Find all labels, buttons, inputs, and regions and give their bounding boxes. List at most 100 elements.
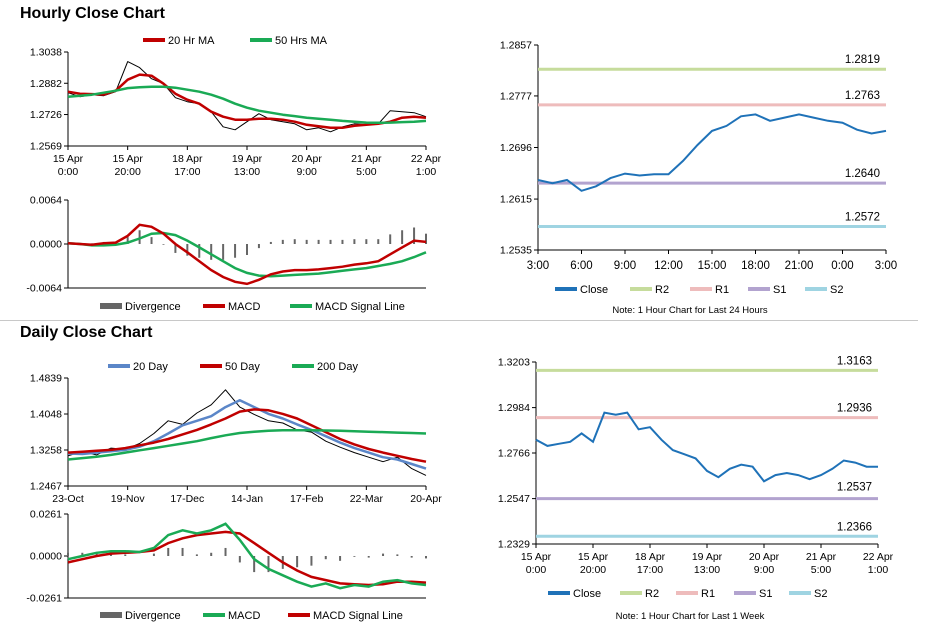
daily-pivot-note: Note: 1 Hour Chart for Last 1 Week bbox=[616, 611, 765, 622]
daily-price-x-tick-label: 14-Jan bbox=[231, 493, 263, 505]
hourly-pivot-x-tick-label: 9:00 bbox=[614, 260, 636, 272]
hourly-pivot-level-label-s1: 1.2640 bbox=[845, 168, 880, 180]
hourly-pivot-y-tick-label: 1.2535 bbox=[500, 245, 532, 257]
daily-pivot-x-tick-label: 0:00 bbox=[526, 564, 547, 576]
hourly-price-x-tick-label: 21 Apr bbox=[351, 153, 382, 165]
daily-macd-legend-divergence-swatch bbox=[100, 612, 122, 618]
hourly-price-x-tick-label: 5:00 bbox=[356, 166, 377, 178]
hourly-section-title: Hourly Close Chart bbox=[20, 5, 165, 22]
daily-macd-y-tick-label: 0.0261 bbox=[30, 509, 62, 521]
daily-price-x-tick-label: 19-Nov bbox=[111, 493, 146, 505]
hourly-pivot-legend-close-label: Close bbox=[580, 284, 608, 296]
hourly-pivot-x-tick-label: 21:00 bbox=[785, 260, 814, 272]
hourly-macd-line bbox=[67, 223, 427, 286]
hourly-pivot-x-tick-label: 18:00 bbox=[741, 260, 770, 272]
daily-pivot-x-tick-label: 17:00 bbox=[637, 564, 663, 576]
hourly-pivot-close-line bbox=[537, 113, 887, 192]
daily-pivot-legend-s2-label: S2 bbox=[814, 588, 827, 600]
daily-pivot-legend-r1-label: R1 bbox=[701, 588, 715, 600]
hourly-macd-legend-signal-label: MACD Signal Line bbox=[315, 301, 405, 313]
hourly-pivot-x-tick-label: 12:00 bbox=[654, 260, 683, 272]
daily-price-y-tick-label: 1.4048 bbox=[30, 409, 62, 421]
hourly-price-series-50-hrs-ma bbox=[67, 85, 427, 125]
hourly-pivot-x-tick-label: 0:00 bbox=[831, 260, 853, 272]
hourly-price-x-tick-label: 9:00 bbox=[296, 166, 317, 178]
hourly-price-x-tick-label: 20 Apr bbox=[291, 153, 322, 165]
daily-macd-signal-line bbox=[67, 530, 427, 587]
daily-pivot-x-tick-label: 18 Apr bbox=[635, 551, 666, 563]
section-divider bbox=[0, 320, 918, 321]
hourly-price-legend-20hr-label: 20 Hr MA bbox=[168, 35, 215, 47]
hourly-macd-signal-line bbox=[67, 231, 427, 278]
hourly-pivot-legend-s2-label: S2 bbox=[830, 284, 843, 296]
daily-price-x-tick-label: 17-Feb bbox=[290, 493, 323, 505]
hourly-price-series-20-hr-ma bbox=[67, 73, 427, 130]
daily-price-y-tick-label: 1.2467 bbox=[30, 481, 62, 493]
hourly-price-y-tick-label: 1.2726 bbox=[30, 109, 62, 121]
hourly-price-y-tick-label: 1.3038 bbox=[30, 47, 62, 59]
daily-price-series-20-day bbox=[67, 399, 427, 470]
hourly-price-x-tick-label: 20:00 bbox=[115, 166, 141, 178]
daily-pivot-x-tick-label: 20 Apr bbox=[749, 551, 780, 563]
hourly-price-legend-50hr-label: 50 Hrs MA bbox=[275, 35, 328, 47]
hourly-pivot-x-tick-label: 15:00 bbox=[698, 260, 727, 272]
daily-price-legend-50day-label: 50 Day bbox=[225, 361, 260, 373]
daily-price-y-tick-label: 1.3258 bbox=[30, 444, 62, 456]
daily-pivot-y-tick-label: 1.2329 bbox=[498, 539, 530, 551]
daily-pivot-y-tick-label: 1.2766 bbox=[498, 448, 530, 460]
daily-price-x-tick-label: 22-Mar bbox=[350, 493, 384, 505]
daily-pivot-level-label-s2: 1.2366 bbox=[837, 521, 872, 533]
hourly-pivot-level-label-s2: 1.2572 bbox=[845, 211, 880, 223]
daily-pivot-y-tick-label: 1.3203 bbox=[498, 357, 530, 369]
daily-pivot-x-tick-label: 22 Apr bbox=[863, 551, 894, 563]
daily-price-legend-20day-label: 20 Day bbox=[133, 361, 168, 373]
daily-pivot-y-tick-label: 1.2984 bbox=[498, 402, 530, 414]
hourly-pivot-x-tick-label: 3:00 bbox=[527, 260, 549, 272]
hourly-price-x-tick-label: 17:00 bbox=[174, 166, 200, 178]
hourly-pivot-y-tick-label: 1.2696 bbox=[500, 142, 532, 154]
daily-price-series-200-day bbox=[67, 429, 427, 461]
daily-pivot-x-tick-label: 19 Apr bbox=[692, 551, 723, 563]
hourly-pivot-x-tick-label: 6:00 bbox=[570, 260, 592, 272]
daily-pivot-x-tick-label: 15 Apr bbox=[521, 551, 552, 563]
hourly-pivot-x-tick-label: 3:00 bbox=[875, 260, 897, 272]
daily-macd-legend-divergence-label: Divergence bbox=[125, 610, 181, 622]
hourly-macd-y-tick-label: -0.0064 bbox=[26, 283, 62, 295]
daily-pivot-x-tick-label: 13:00 bbox=[694, 564, 720, 576]
hourly-pivot-y-tick-label: 1.2777 bbox=[500, 90, 532, 102]
hourly-price-x-tick-label: 0:00 bbox=[58, 166, 79, 178]
daily-pivot-close-line bbox=[535, 411, 878, 483]
hourly-pivot-y-tick-label: 1.2857 bbox=[500, 40, 532, 52]
daily-price-series-50-day bbox=[67, 408, 427, 463]
daily-pivot-x-tick-label: 5:00 bbox=[811, 564, 832, 576]
hourly-price-x-tick-label: 15 Apr bbox=[53, 153, 84, 165]
daily-pivot-level-label-s1: 1.2537 bbox=[837, 482, 872, 494]
hourly-pivot-legend-r1-label: R1 bbox=[715, 284, 729, 296]
hourly-pivot-legend-r2-label: R2 bbox=[655, 284, 669, 296]
hourly-price-y-tick-label: 1.2882 bbox=[30, 78, 62, 90]
daily-pivot-level-label-r2: 1.3163 bbox=[837, 355, 872, 367]
hourly-price-x-tick-label: 13:00 bbox=[234, 166, 260, 178]
hourly-pivot-y-tick-label: 1.2615 bbox=[500, 194, 532, 206]
hourly-price-x-tick-label: 22 Apr bbox=[411, 153, 442, 165]
daily-price-x-tick-label: 23-Oct bbox=[52, 493, 84, 505]
hourly-macd-legend-divergence-swatch bbox=[100, 303, 122, 309]
daily-price-y-tick-label: 1.4839 bbox=[30, 373, 62, 385]
daily-macd-legend-signal-label: MACD Signal Line bbox=[313, 610, 403, 622]
hourly-pivot-legend-s1-label: S1 bbox=[773, 284, 786, 296]
hourly-pivot-note: Note: 1 Hour Chart for Last 24 Hours bbox=[612, 305, 767, 316]
daily-macd-legend-macd-label: MACD bbox=[228, 610, 260, 622]
hourly-price-x-tick-label: 1:00 bbox=[416, 166, 437, 178]
daily-section-title: Daily Close Chart bbox=[20, 324, 153, 341]
daily-price-legend-200day-label: 200 Day bbox=[317, 361, 358, 373]
daily-pivot-x-tick-label: 1:00 bbox=[868, 564, 889, 576]
hourly-macd-legend-macd-label: MACD bbox=[228, 301, 260, 313]
hourly-price-y-tick-label: 1.2569 bbox=[30, 141, 62, 153]
daily-pivot-level-label-r1: 1.2936 bbox=[837, 403, 872, 415]
hourly-macd-legend-divergence-label: Divergence bbox=[125, 301, 181, 313]
daily-pivot-x-tick-label: 9:00 bbox=[754, 564, 775, 576]
daily-pivot-legend-s1-label: S1 bbox=[759, 588, 772, 600]
hourly-price-x-tick-label: 15 Apr bbox=[112, 153, 143, 165]
daily-macd-y-tick-label: -0.0261 bbox=[26, 593, 62, 605]
